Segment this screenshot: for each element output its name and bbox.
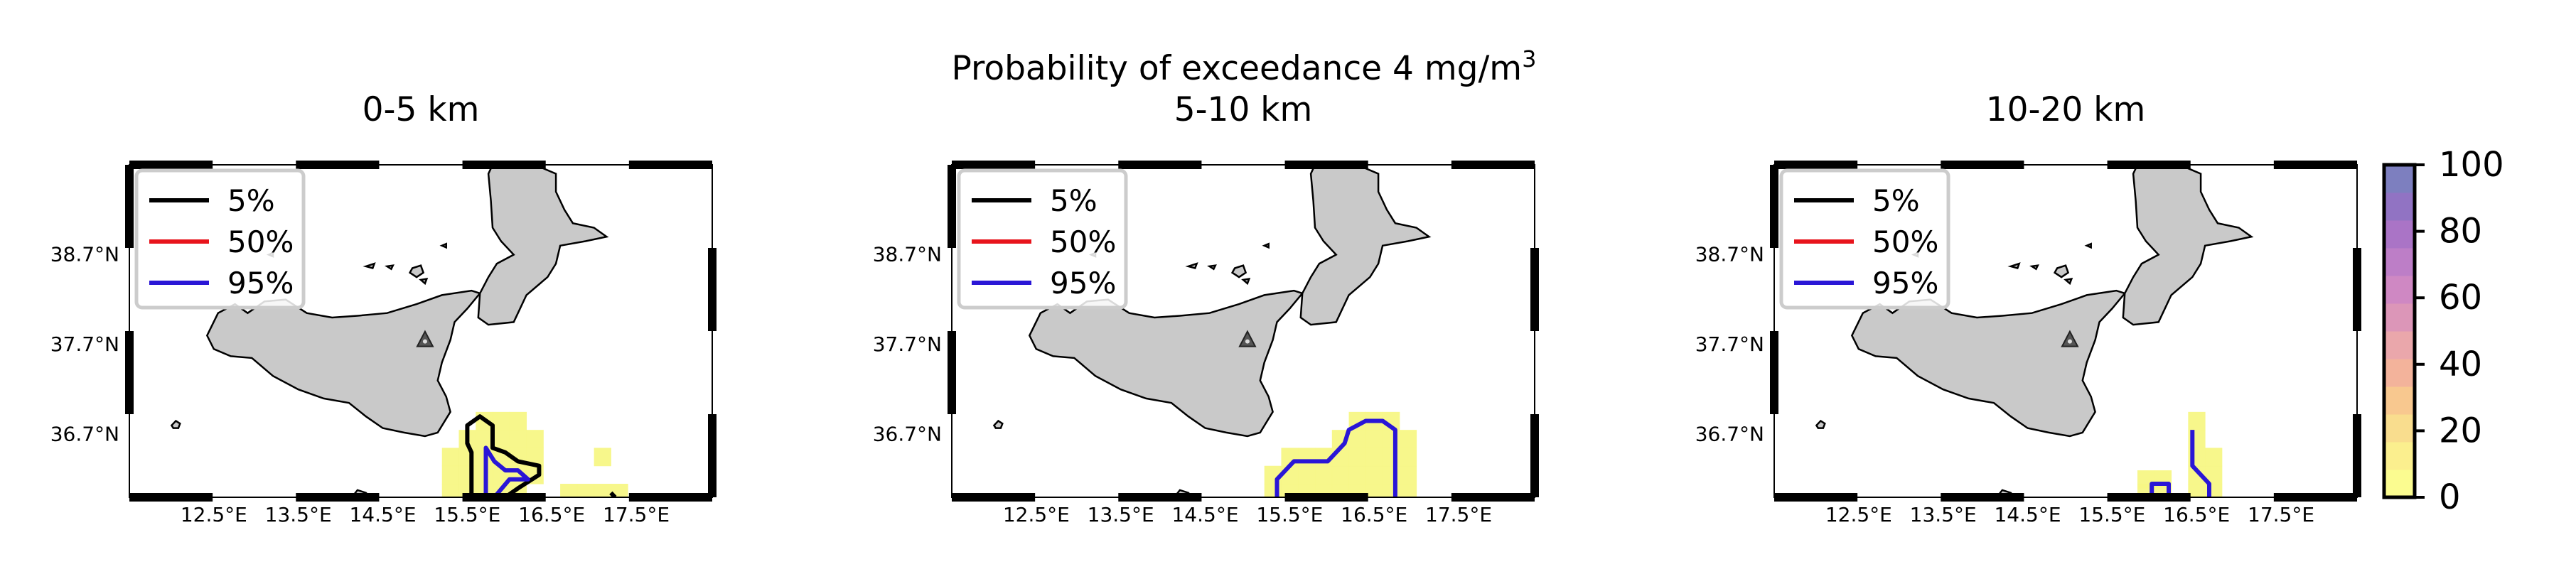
panel-title: 10-20 km (1986, 90, 2146, 129)
probability-cell (1332, 466, 1349, 484)
probability-cell (1365, 430, 1383, 448)
probability-cell (2205, 448, 2222, 466)
volcano-crater (2068, 340, 2072, 344)
legend: 5% 50% 95% (1781, 170, 1948, 308)
probability-cell (1349, 430, 1366, 448)
y-tick-label: 38.7°N (1695, 242, 1764, 266)
probability-cell (1315, 466, 1332, 484)
map-panel-2: 5-10 km 12.5°E 13.5°E 14.5°E 15.5°E 16.5°E 17.… (873, 90, 1539, 526)
probability-cell (1349, 448, 1366, 466)
x-tick-label: 15.5°E (434, 503, 500, 526)
y-tick-label: 37.7°N (1695, 332, 1764, 356)
probability-cell (560, 484, 577, 502)
y-tick-label: 38.7°N (873, 242, 942, 266)
y-tick-label: 36.7°N (1695, 422, 1764, 445)
figure-suptitle: Probability of exceedance 4 mg/m3 (952, 45, 1537, 88)
colorbar-band (2384, 359, 2415, 387)
probability-cell (1365, 466, 1383, 484)
probability-cell (442, 466, 459, 484)
probability-cell (594, 484, 611, 502)
x-tick-label: 12.5°E (181, 503, 247, 526)
colorbar-tick-label: 100 (2439, 145, 2504, 185)
legend-label: 95% (1872, 266, 1938, 300)
legend-label: 50% (1872, 224, 1938, 259)
probability-cell (594, 448, 611, 466)
x-tick-label: 12.5°E (1825, 503, 1892, 526)
probability-cell (1400, 448, 1417, 466)
probability-cell (442, 448, 459, 466)
x-tick-label: 16.5°E (1341, 503, 1407, 526)
legend-label: 95% (227, 266, 294, 300)
colorbar-band (2384, 193, 2415, 221)
probability-cell (527, 430, 544, 448)
colorbar-band (2384, 414, 2415, 443)
x-tick-label: 15.5°E (1256, 503, 1323, 526)
legend: 5% 50% 95% (136, 170, 304, 308)
colorbar-band (2384, 248, 2415, 276)
volcano-crater (1245, 340, 1250, 344)
probability-cell (2188, 412, 2205, 430)
probability-cell (442, 484, 459, 502)
legend-label: 5% (1050, 183, 1098, 218)
colorbar-tick-label: 40 (2439, 345, 2482, 384)
legend-label: 50% (1050, 224, 1116, 259)
map-panel-1: 0-5 km 12.5°E 13.5°E 14.5°E 15.5°E 16.5°E 17.5… (50, 90, 717, 526)
probability-cell (1365, 448, 1383, 466)
x-tick-label: 12.5°E (1003, 503, 1070, 526)
probability-cell (510, 430, 527, 448)
probability-cell (1349, 466, 1366, 484)
x-tick-label: 17.5°E (1425, 503, 1492, 526)
colorbar-tick-label: 20 (2439, 411, 2482, 450)
x-tick-label: 17.5°E (2248, 503, 2314, 526)
x-tick-label: 13.5°E (265, 503, 332, 526)
probability-cell (493, 412, 510, 430)
y-tick-label: 37.7°N (873, 332, 942, 356)
probability-cell (1298, 466, 1315, 484)
volcano-crater (423, 340, 427, 344)
probability-cell (493, 430, 510, 448)
probability-cell (1400, 466, 1417, 484)
colorbar-band (2384, 470, 2415, 498)
colorbar-tick-label: 0 (2439, 477, 2461, 517)
x-tick-label: 15.5°E (2078, 503, 2145, 526)
legend-label: 50% (227, 224, 294, 259)
panel-title: 5-10 km (1174, 90, 1313, 129)
colorbar: 0 20 40 60 80 100 (2384, 145, 2504, 517)
panel-title: 0-5 km (363, 90, 480, 129)
x-tick-label: 13.5°E (1910, 503, 1977, 526)
y-tick-label: 38.7°N (50, 242, 119, 266)
legend-label: 5% (227, 183, 275, 218)
colorbar-band (2384, 303, 2415, 332)
map-panel-3: 10-20 km 12.5°E 13.5°E 14.5°E 15.5°E 16.5°E 17… (1695, 90, 2361, 526)
probability-cell (2188, 484, 2205, 502)
colorbar-band (2384, 442, 2415, 470)
x-tick-label: 16.5°E (2163, 503, 2230, 526)
x-tick-label: 13.5°E (1088, 503, 1154, 526)
x-tick-label: 14.5°E (1171, 503, 1238, 526)
probability-cell (476, 430, 493, 448)
y-tick-label: 36.7°N (50, 422, 119, 445)
colorbar-band (2384, 220, 2415, 249)
colorbar-tick-label: 80 (2439, 212, 2482, 251)
colorbar-tick-label: 60 (2439, 278, 2482, 318)
probability-cell (1400, 430, 1417, 448)
colorbar-band (2384, 165, 2415, 193)
legend-label: 5% (1872, 183, 1920, 218)
y-tick-label: 36.7°N (873, 422, 942, 445)
colorbar-band (2384, 386, 2415, 415)
x-tick-label: 14.5°E (1994, 503, 2061, 526)
colorbar-band (2384, 331, 2415, 359)
colorbar-band (2384, 276, 2415, 304)
x-tick-label: 14.5°E (349, 503, 416, 526)
legend: 5% 50% 95% (959, 170, 1126, 308)
x-tick-label: 16.5°E (518, 503, 585, 526)
probability-cell (1365, 484, 1383, 502)
y-tick-label: 37.7°N (50, 332, 119, 356)
legend-label: 95% (1050, 266, 1116, 300)
probability-cell (1400, 484, 1417, 502)
x-tick-label: 17.5°E (603, 503, 670, 526)
probability-cell (577, 484, 594, 502)
probability-cell (510, 412, 527, 430)
